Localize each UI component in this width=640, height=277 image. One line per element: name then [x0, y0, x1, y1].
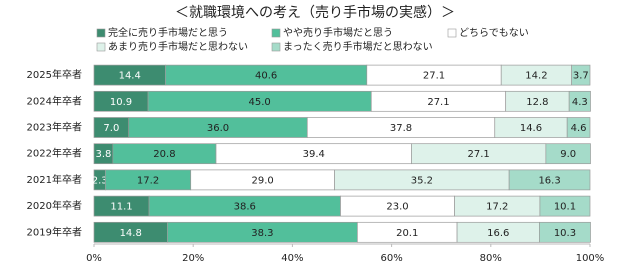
bar-segment — [568, 90, 591, 112]
value-label: 37.8 — [390, 123, 412, 134]
x-tick-label: 100% — [576, 253, 605, 264]
y-tick-label: 2025年卒者 — [27, 68, 82, 81]
y-tick-label: 2021年卒者 — [27, 173, 82, 186]
value-label: 20.8 — [153, 149, 175, 160]
value-label: 10.9 — [110, 97, 132, 108]
value-label: 14.6 — [520, 123, 542, 134]
legend-swatch — [96, 28, 106, 38]
value-label: 17.2 — [486, 202, 508, 213]
legend-label: どちらでもない — [459, 27, 529, 39]
legend-label: まったく売り手市場だと思わない — [283, 40, 433, 53]
y-tick-label: 2024年卒者 — [27, 94, 82, 107]
bar-segment — [539, 195, 591, 217]
value-label: 14.2 — [525, 71, 547, 82]
value-label: 36.0 — [207, 123, 229, 134]
x-tick-label: 40% — [281, 253, 303, 264]
value-label: 16.3 — [538, 175, 560, 186]
x-tick-label: 80% — [480, 253, 502, 264]
value-label: 14.4 — [119, 71, 141, 82]
value-label: 3.7 — [573, 71, 589, 82]
bar-segment — [571, 64, 591, 86]
x-tick-label: 0% — [86, 253, 102, 264]
y-tick-label: 2022年卒者 — [27, 147, 82, 160]
legend-swatch — [271, 42, 281, 52]
x-tick-label: 60% — [380, 253, 402, 264]
value-label: 39.4 — [303, 149, 325, 160]
value-label: 4.3 — [572, 97, 588, 108]
value-label: 3.8 — [95, 149, 111, 160]
bar-segment — [508, 169, 591, 191]
value-label: 29.0 — [252, 175, 274, 186]
bar-segment — [545, 143, 591, 165]
value-label: 45.0 — [249, 97, 271, 108]
value-label: 11.1 — [110, 202, 132, 213]
value-label: 38.6 — [234, 202, 256, 213]
legend-swatch — [96, 42, 106, 52]
value-label: 16.6 — [487, 228, 509, 239]
value-label: 12.8 — [526, 97, 548, 108]
y-tick-label: 2019年卒者 — [27, 225, 82, 238]
value-label: 20.1 — [396, 228, 418, 239]
value-label: 7.0 — [103, 123, 119, 134]
value-label: 4.6 — [571, 123, 587, 134]
legend-swatch — [271, 28, 281, 38]
x-tick-label: 20% — [182, 253, 204, 264]
legend-swatch — [447, 28, 457, 38]
chart-title: ＜就職環境への考え（売り手市場の実感）＞ — [175, 4, 455, 21]
bar-segment — [566, 117, 591, 138]
value-label: 10.1 — [554, 202, 576, 213]
value-label: 2.3 — [92, 175, 108, 186]
legend-label: 完全に売り手市場だと思う — [108, 26, 228, 39]
value-label: 17.2 — [137, 175, 159, 186]
value-label: 40.6 — [255, 71, 277, 82]
value-label: 10.3 — [554, 228, 576, 239]
value-label: 27.1 — [427, 97, 449, 108]
legend-label: あまり売り手市場だと思わない — [108, 40, 248, 53]
value-label: 23.0 — [386, 202, 408, 213]
value-label: 9.0 — [560, 149, 576, 160]
value-label: 27.1 — [468, 149, 490, 160]
value-label: 27.1 — [423, 71, 445, 82]
bar-segment — [539, 221, 591, 243]
value-label: 35.2 — [411, 175, 433, 186]
y-tick-label: 2023年卒者 — [27, 121, 82, 134]
legend-label: やや売り手市場だと思う — [283, 26, 393, 39]
value-label: 38.3 — [251, 228, 273, 239]
value-label: 14.8 — [120, 228, 142, 239]
y-tick-label: 2020年卒者 — [27, 199, 82, 212]
